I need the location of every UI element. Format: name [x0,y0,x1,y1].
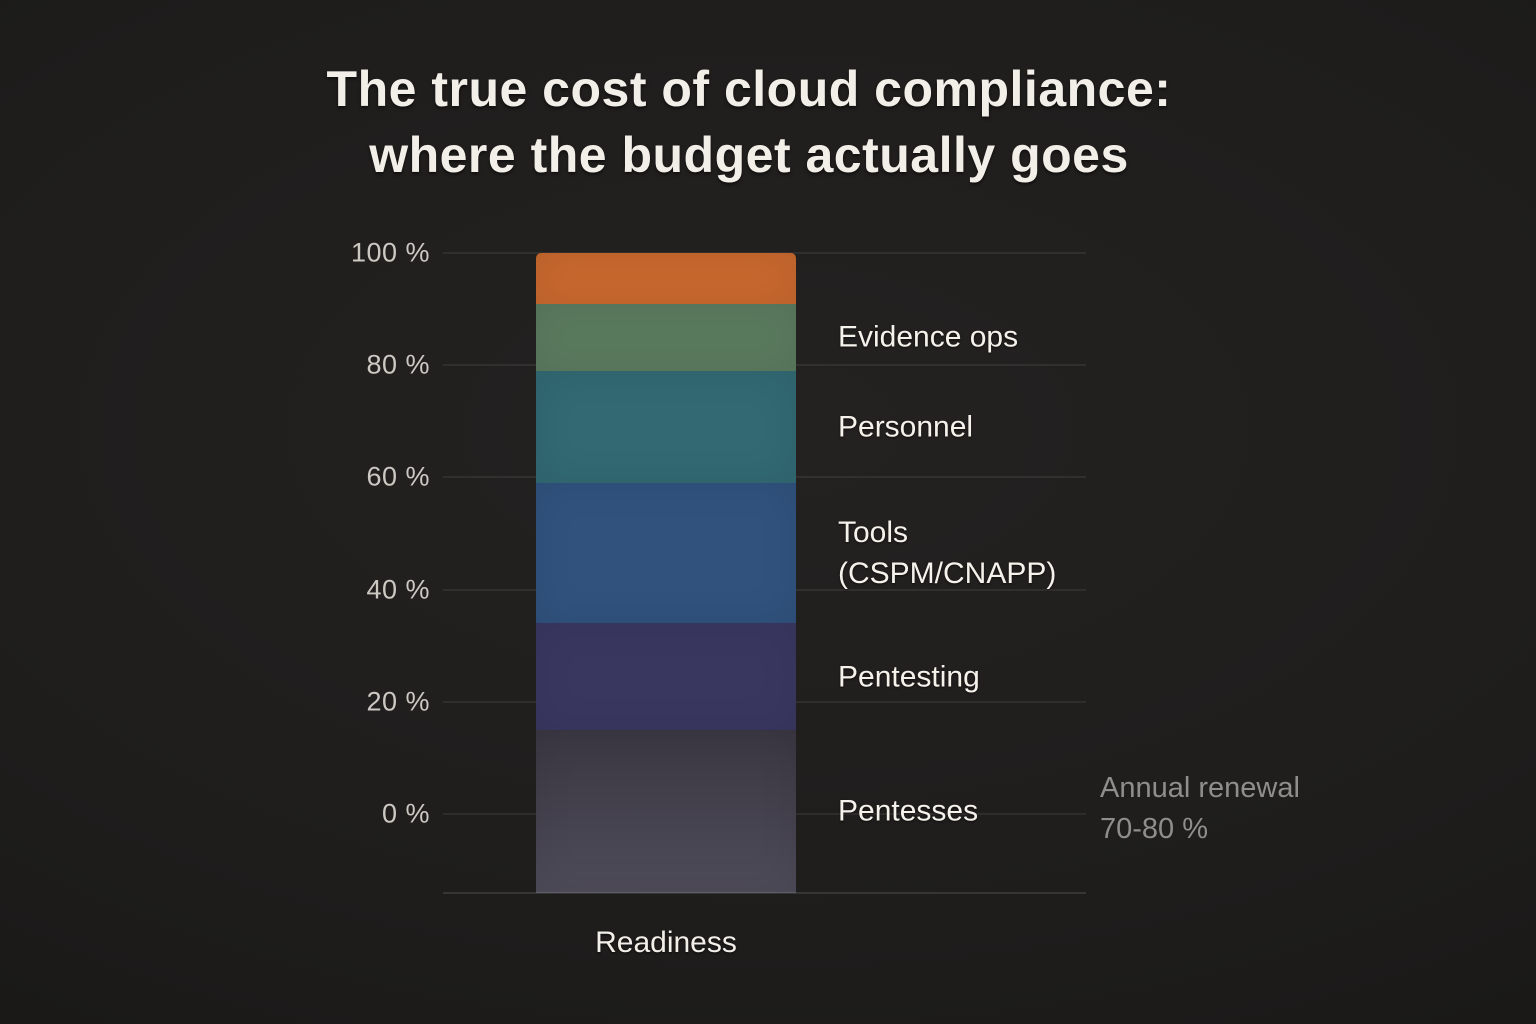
x-axis-line [443,891,1086,894]
bar-segment [536,730,796,893]
bar-segment [536,370,796,484]
bar-segment [536,483,796,624]
y-tick-label: 40 % [366,574,430,605]
chart-title-line2: where the budget actually goes [369,127,1129,183]
bar-segment [536,253,796,304]
annotation-line1: Annual renewal [1100,772,1300,804]
annual-renewal-annotation: Annual renewal 70-80 % [1100,768,1400,850]
y-tick-label: 100 % [350,237,430,268]
chart-title-line1: The true cost of cloud compliance: [326,61,1172,117]
y-tick-label: 0 % [381,798,430,829]
segment-label: Evidence ops [838,320,1019,354]
segment-label: Personnel [838,410,974,444]
bar-segment [536,303,796,371]
annotation-line2: 70-80 % [1100,813,1209,845]
segment-label: Pentesses [838,794,979,828]
segment-label: Pentesting [838,660,980,694]
y-tick-label: 60 % [366,461,430,492]
segment-label: Tools (CSPM/CNAPP) [838,516,1057,591]
chart-title: The true cost of cloud compliance: where… [0,56,1498,188]
x-category-label: Readiness [595,926,737,959]
y-tick-label: 80 % [366,349,430,380]
y-tick-label: 20 % [366,686,430,717]
bar-segment [536,623,796,731]
